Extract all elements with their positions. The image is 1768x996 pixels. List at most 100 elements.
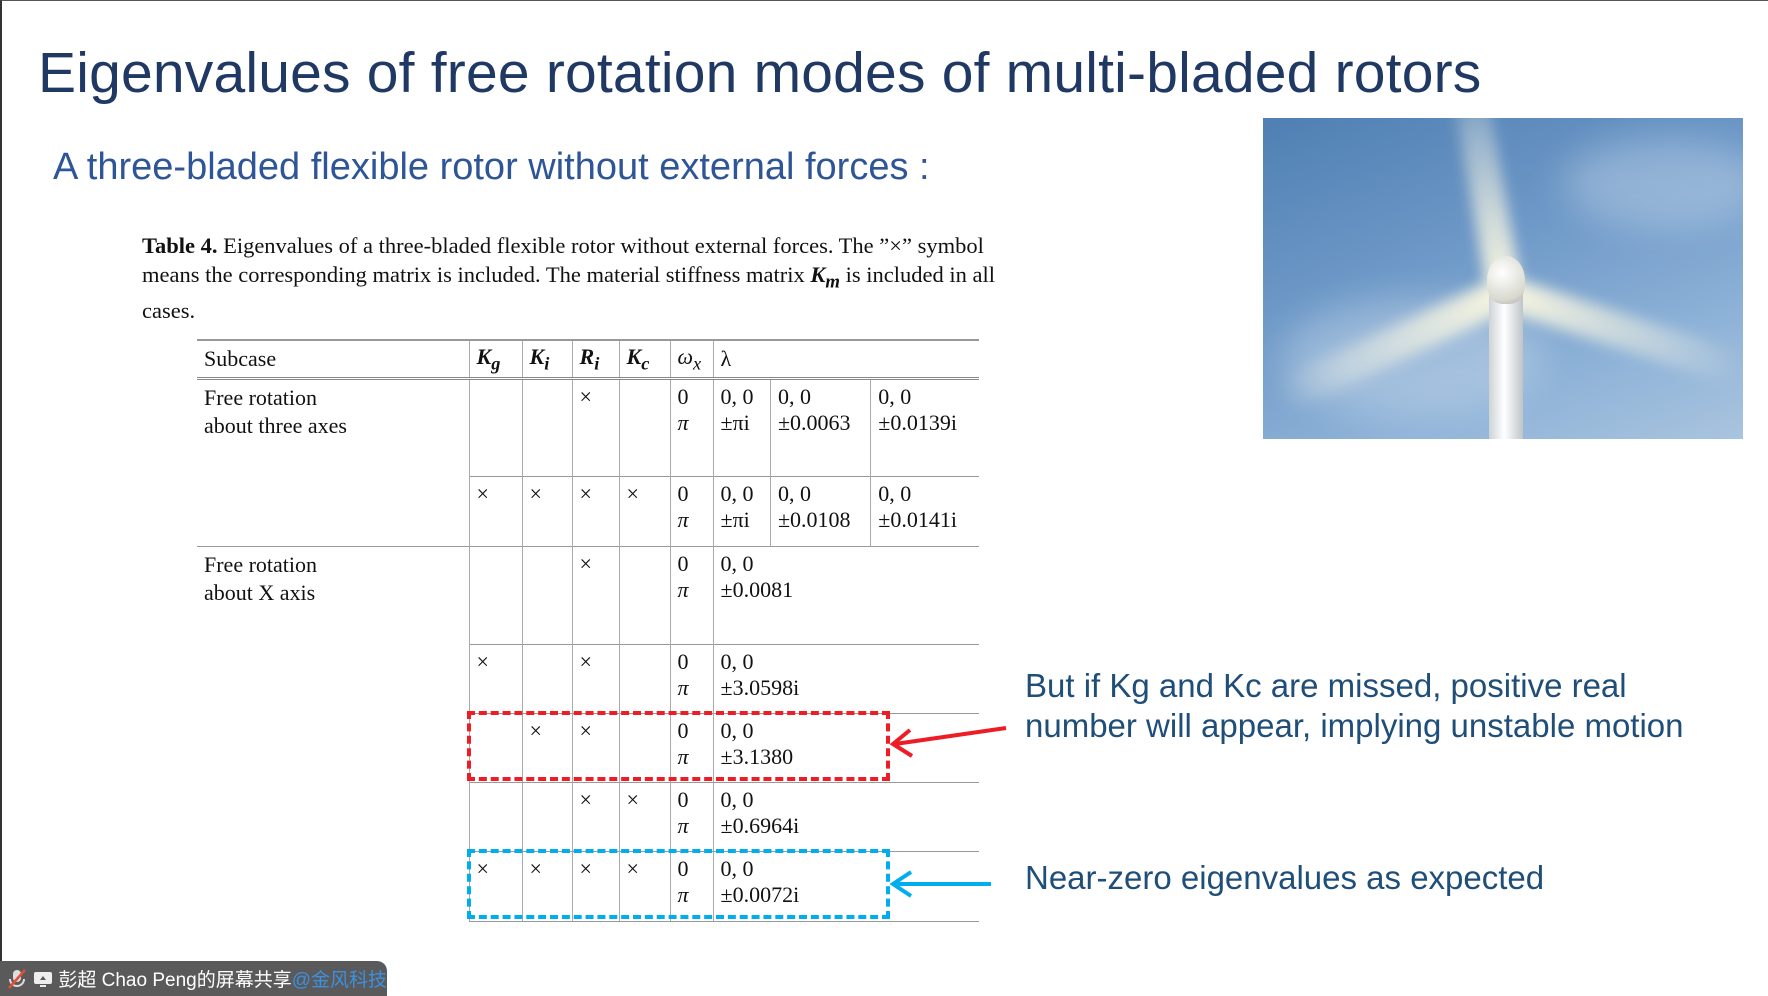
table-header-row: Subcase Kg Ki Ri Kc ωx λ bbox=[197, 339, 979, 380]
lambda-value: 0, 0 bbox=[720, 786, 754, 812]
eigenvalue-table: Subcase Kg Ki Ri Kc ωx λ Free rotation a… bbox=[197, 339, 979, 922]
table-row: × × 0 π 0, 0 ±0.6964i bbox=[197, 781, 979, 851]
caption-label: Table 4. bbox=[142, 233, 218, 258]
matrix-mark-cell: × bbox=[468, 643, 522, 713]
header-ri: Ri bbox=[571, 339, 619, 380]
matrix-mark: × bbox=[529, 480, 542, 506]
unstable-annotation-line1: But if Kg and Kc are missed, positive re… bbox=[1025, 667, 1627, 704]
lambda-value: ±πi bbox=[720, 409, 750, 435]
red-highlight-box bbox=[467, 711, 890, 781]
header-omega: ωx bbox=[669, 339, 713, 380]
matrix-mark: × bbox=[626, 855, 639, 881]
matrix-mark-cell: × bbox=[571, 643, 619, 713]
slide-subtitle: A three-bladed flexible rotor without ex… bbox=[53, 146, 930, 188]
omega-value: 0 bbox=[677, 480, 689, 506]
lambda-value: 0, 0 bbox=[720, 480, 754, 506]
lambda-value: ±0.0081 bbox=[720, 576, 794, 602]
matrix-mark-cell bbox=[618, 377, 670, 476]
lambda-value: 0, 0 bbox=[720, 648, 754, 674]
matrix-mark: × bbox=[476, 855, 489, 881]
matrix-mark-cell: × bbox=[571, 377, 619, 476]
watermark-label: @金风科技 bbox=[291, 970, 387, 991]
matrix-mark-cell: × bbox=[521, 712, 572, 782]
matrix-mark-cell: × bbox=[618, 781, 670, 851]
table-row: Free rotation about X axis × 0 π 0, 0 ±0.0081 bbox=[197, 545, 979, 921]
lambda-cell: 0, 0 ±0.0063 bbox=[769, 377, 871, 476]
matrix-mark-cell: × bbox=[571, 545, 619, 644]
lambda-value: 0, 0 bbox=[720, 383, 754, 409]
matrix-mark: × bbox=[579, 550, 592, 576]
lambda-value: 0, 0 bbox=[720, 855, 754, 881]
lambda-cell: 0, 0 ±0.6964i bbox=[712, 781, 979, 851]
lambda-cell: 0, 0 ±0.0108 bbox=[769, 475, 871, 546]
lambda-value: ±πi bbox=[720, 506, 750, 532]
lambda-value: ±0.0139i bbox=[878, 409, 957, 435]
lambda-cell: 0, 0 ±πi bbox=[712, 475, 771, 546]
caption-matrix-sub: m bbox=[825, 271, 840, 292]
matrix-mark: × bbox=[579, 648, 592, 674]
matrix-mark-cell: × bbox=[571, 712, 619, 782]
matrix-mark-cell bbox=[618, 643, 670, 713]
lambda-cell: 0, 0 ±0.0141i bbox=[870, 475, 979, 546]
header-ki: Ki bbox=[521, 339, 572, 380]
omega-value: 0 bbox=[677, 383, 689, 409]
matrix-mark-cell bbox=[468, 545, 522, 644]
unstable-annotation-line2: number will appear, implying unstable mo… bbox=[1025, 707, 1684, 744]
subcase-cell: Free rotation about X axis bbox=[197, 545, 469, 921]
screen-share-icon[interactable] bbox=[32, 969, 53, 989]
omega-value: π bbox=[677, 743, 689, 769]
lambda-value: 0, 0 bbox=[878, 480, 912, 506]
unstable-annotation: But if Kg and Kc are missed, positive re… bbox=[1025, 666, 1684, 746]
wind-turbine-photo bbox=[1263, 118, 1743, 439]
header-kc: Kc bbox=[618, 339, 670, 380]
matrix-mark-cell: × bbox=[571, 781, 619, 851]
caption-matrix: K bbox=[810, 261, 826, 287]
matrix-mark: × bbox=[579, 717, 592, 743]
matrix-mark: × bbox=[579, 855, 592, 881]
matrix-mark-cell: × bbox=[618, 850, 670, 922]
omega-value: π bbox=[677, 576, 689, 602]
matrix-mark: × bbox=[476, 480, 489, 506]
header-subcase: Subcase bbox=[197, 339, 469, 380]
lambda-cell: 0, 0 ±πi bbox=[712, 377, 771, 476]
mic-muted-icon[interactable] bbox=[6, 968, 26, 990]
omega-value: π bbox=[677, 881, 689, 907]
expected-annotation: Near-zero eigenvalues as expected bbox=[1025, 859, 1545, 896]
matrix-mark-cell: × bbox=[468, 475, 522, 546]
matrix-mark: × bbox=[579, 786, 592, 812]
matrix-mark: × bbox=[579, 480, 592, 506]
lambda-value: ±0.0072i bbox=[720, 881, 800, 907]
omega-value: π bbox=[677, 506, 689, 532]
subcase-label: Free rotation about X axis bbox=[204, 551, 318, 605]
matrix-mark-cell: × bbox=[521, 475, 572, 546]
lambda-cell: 0, 0 ±0.0081 bbox=[712, 545, 979, 644]
matrix-mark-cell: × bbox=[618, 475, 670, 546]
lambda-value: ±0.6964i bbox=[720, 812, 800, 838]
table-row: × × 0 π 0, 0 ±3.0598i bbox=[197, 643, 979, 713]
screen-share-bar[interactable]: 彭超 Chao Peng的屏幕共享 @金风科技 bbox=[0, 961, 387, 996]
matrix-mark: × bbox=[626, 480, 639, 506]
omega-value: π bbox=[677, 812, 689, 838]
omega-value: 0 bbox=[677, 550, 689, 576]
header-lambda: λ bbox=[712, 339, 979, 380]
lambda-value: 0, 0 bbox=[777, 480, 811, 506]
matrix-mark-cell bbox=[521, 377, 572, 476]
lambda-value: ±0.0108 bbox=[777, 506, 851, 532]
table-row: × × × × 0 π 0, 0 ±πi 0, 0 ±0.0108 0, 0 ±0.0141i bbox=[197, 475, 979, 546]
matrix-mark: × bbox=[476, 648, 489, 674]
red-arrow-icon bbox=[889, 726, 1007, 758]
matrix-mark-cell bbox=[618, 545, 670, 644]
omega-value: 0 bbox=[677, 786, 689, 812]
subcase-cell: Free rotation about three axes bbox=[197, 377, 469, 546]
lambda-value: 0, 0 bbox=[720, 717, 754, 743]
matrix-mark-cell bbox=[468, 712, 522, 782]
omega-value: 0 bbox=[677, 717, 689, 743]
lambda-cell: 0, 0 ±0.0139i bbox=[870, 377, 979, 476]
presenter-label: 彭超 Chao Peng的屏幕共享 bbox=[58, 970, 292, 991]
